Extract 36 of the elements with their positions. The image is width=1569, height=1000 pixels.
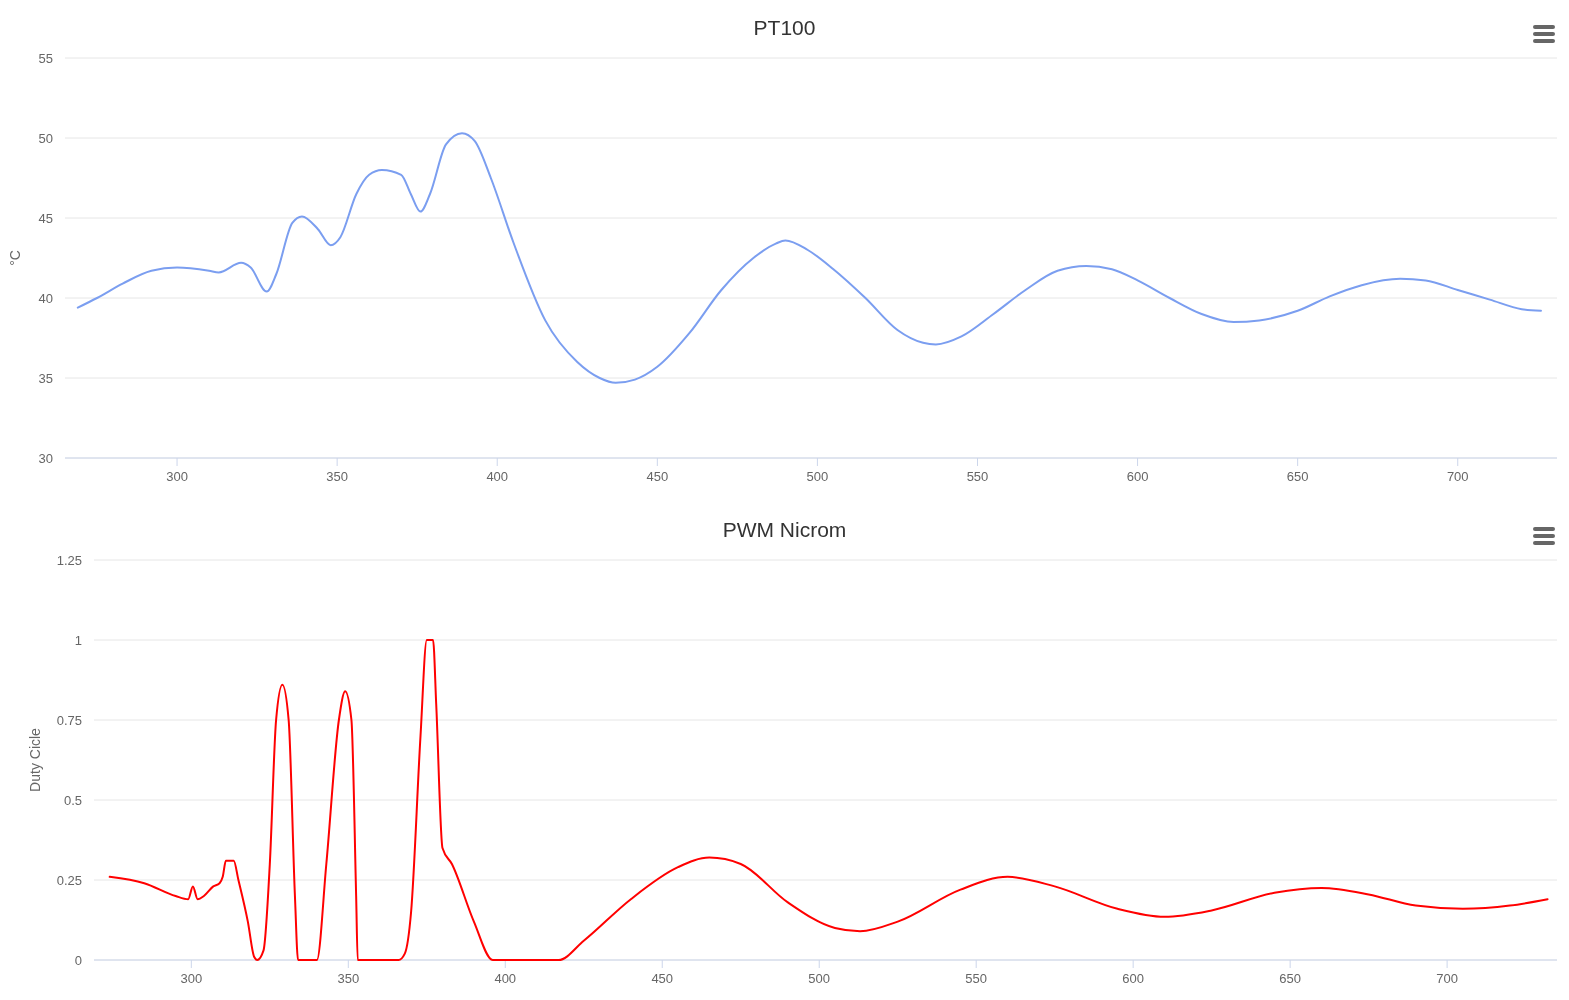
- x-tick-label: 500: [806, 469, 829, 484]
- x-tick-label: 600: [1126, 469, 1149, 484]
- x-tick-label: 550: [965, 971, 988, 986]
- y-tick-label: 0.25: [56, 873, 82, 888]
- x-tick-label: 400: [486, 469, 509, 484]
- line-series: [108, 639, 1549, 961]
- x-tick-label: 350: [337, 971, 360, 986]
- x-tick-label: 300: [166, 469, 188, 484]
- y-tick-label: 35: [38, 371, 53, 386]
- y-tick-label: 0.75: [56, 713, 82, 728]
- x-tick-label: 700: [1436, 971, 1458, 986]
- y-tick-label: 50: [38, 131, 53, 146]
- y-tick-label: 1.25: [56, 553, 82, 568]
- x-tick-label: 500: [808, 971, 831, 986]
- x-tick-label: 550: [966, 469, 989, 484]
- x-tick-label: 400: [494, 971, 517, 986]
- y-tick-label: 0.5: [63, 793, 82, 808]
- chart-title: PT100: [753, 16, 816, 39]
- x-tick-label: 600: [1122, 971, 1145, 986]
- x-tick-label: 650: [1279, 971, 1301, 986]
- y-tick-label: 55: [38, 51, 53, 66]
- chart-title: PWM Nicrom: [722, 518, 847, 541]
- y-tick-label: 45: [38, 211, 53, 226]
- y-axis-title: °C: [7, 250, 23, 266]
- y-tick-label: 40: [38, 291, 53, 306]
- y-tick-label: 1: [74, 633, 82, 648]
- y-tick-label: 30: [38, 451, 53, 466]
- y-tick-label: 0: [74, 953, 82, 968]
- x-tick-label: 650: [1286, 469, 1309, 484]
- line-series: [76, 132, 1542, 384]
- x-tick-label: 700: [1446, 469, 1469, 484]
- x-tick-label: 350: [326, 469, 348, 484]
- y-axis-title: Duty Cicle: [27, 727, 43, 792]
- x-tick-label: 450: [651, 971, 674, 986]
- x-tick-label: 300: [180, 971, 203, 986]
- x-tick-label: 450: [646, 469, 669, 484]
